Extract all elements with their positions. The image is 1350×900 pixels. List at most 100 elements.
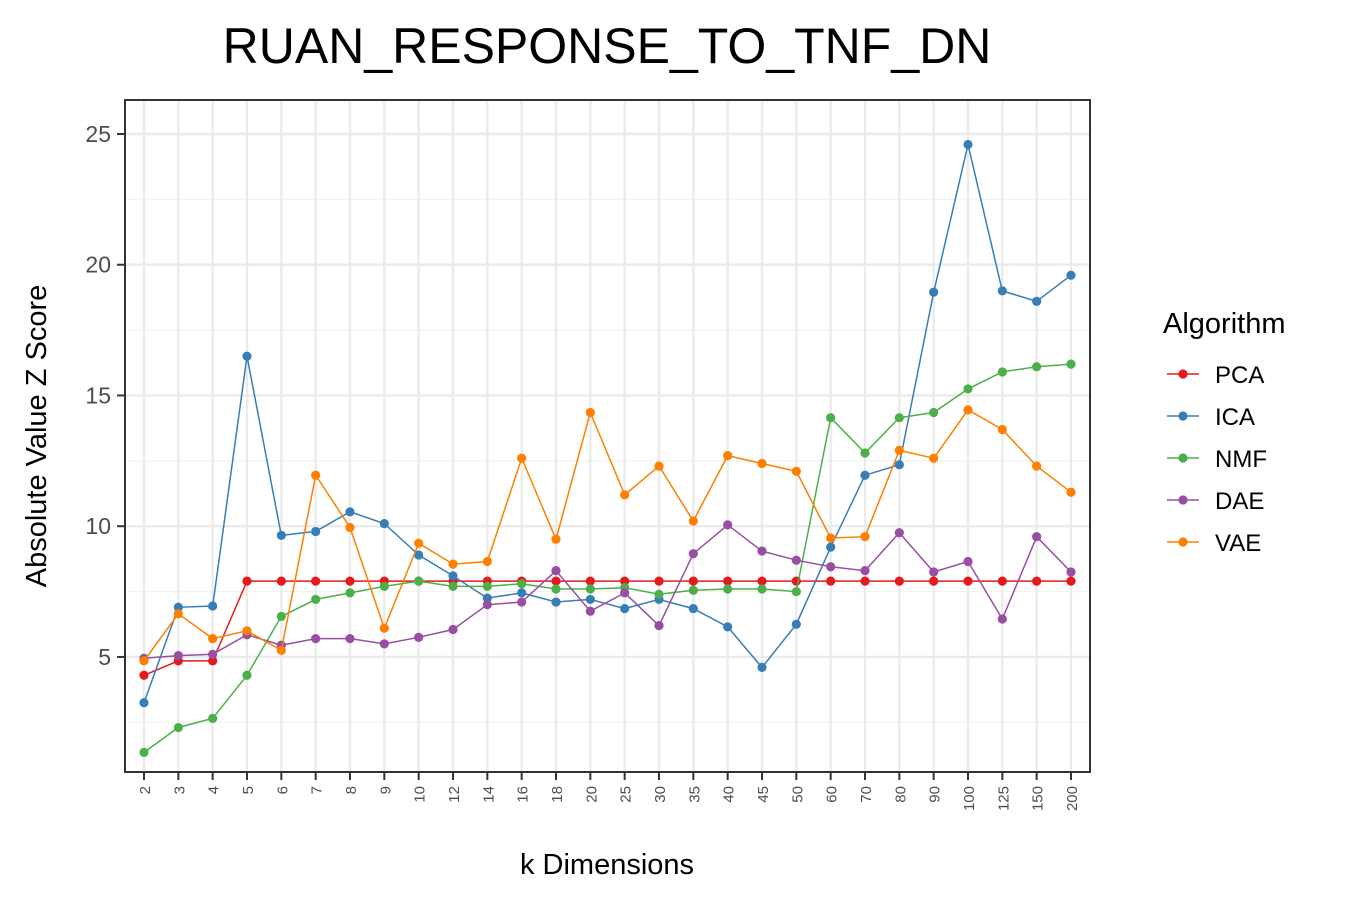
x-tick-label: 16 [515, 786, 532, 803]
x-tick-label: 12 [446, 786, 463, 803]
data-point-nmf [654, 589, 664, 599]
data-point-ica [1066, 270, 1076, 280]
data-point-ica [482, 593, 492, 603]
x-tick-label: 45 [755, 786, 772, 803]
data-point-dae [173, 651, 183, 661]
data-point-pca [963, 576, 973, 586]
data-point-ica [414, 550, 424, 560]
data-point-dae [688, 549, 698, 559]
data-point-pca [654, 576, 664, 586]
data-point-vae [448, 559, 458, 569]
legend-entry-dae: DAE [1215, 488, 1264, 515]
data-point-dae [448, 624, 458, 635]
data-point-vae [276, 645, 286, 656]
x-axis-title: k Dimensions [520, 849, 694, 881]
data-point-ica [791, 619, 801, 629]
data-point-pca [757, 576, 767, 586]
x-tick-label: 8 [343, 786, 360, 794]
data-point-nmf [517, 579, 527, 589]
data-point-vae [997, 424, 1007, 435]
data-point-vae [1066, 487, 1076, 497]
x-tick-label: 20 [583, 786, 600, 803]
plot-panel-border [124, 99, 1091, 773]
data-point-pca [345, 576, 355, 586]
data-point-nmf [379, 581, 389, 591]
data-point-vae [688, 516, 698, 526]
data-point-dae [654, 620, 664, 631]
data-point-nmf [860, 448, 870, 458]
data-point-nmf [173, 722, 183, 733]
series-nmf [139, 359, 1076, 757]
data-point-nmf [791, 586, 801, 597]
data-point-ica [997, 286, 1007, 296]
data-point-vae [139, 656, 149, 666]
data-point-ica [208, 601, 218, 611]
x-tick-label: 200 [1064, 786, 1081, 811]
data-point-nmf [723, 584, 733, 594]
data-point-nmf [1032, 362, 1042, 372]
data-point-vae [757, 458, 767, 469]
x-tick-label: 4 [206, 786, 223, 794]
data-point-vae [654, 461, 664, 471]
data-point-ica [173, 602, 183, 612]
series-layer [139, 139, 1076, 757]
data-point-dae [894, 528, 904, 538]
data-point-pca [1066, 576, 1076, 586]
data-point-ica [894, 460, 904, 470]
data-point-ica [242, 351, 252, 361]
x-tick-label: 90 [927, 786, 944, 803]
series-line-vae [143, 408, 1072, 662]
data-point-vae [242, 626, 252, 636]
data-point-nmf [276, 611, 286, 622]
series-vae [139, 405, 1076, 666]
legend-key-point [1178, 495, 1188, 505]
data-point-pca [1032, 576, 1042, 586]
data-point-nmf [929, 407, 939, 418]
data-point-dae [379, 639, 389, 649]
data-point-pca [551, 576, 561, 586]
data-point-vae [208, 634, 218, 644]
data-point-dae [1066, 567, 1076, 577]
data-point-vae [929, 453, 939, 463]
y-tick-label: 20 [85, 252, 111, 278]
data-point-nmf [997, 367, 1007, 377]
data-point-vae [620, 490, 630, 500]
x-tick-label: 80 [892, 786, 909, 803]
data-point-ica [860, 470, 870, 480]
data-point-vae [860, 532, 870, 542]
legend-title: Algorithm [1163, 308, 1286, 340]
y-axis-title: Absolute Value Z Score [21, 285, 53, 588]
data-point-vae [826, 533, 836, 543]
data-point-ica [723, 622, 733, 632]
x-tick-label: 150 [1030, 786, 1047, 811]
data-point-vae [1032, 461, 1042, 471]
data-point-nmf [139, 747, 149, 757]
x-tick-label: 3 [171, 786, 188, 794]
x-tick-label: 6 [274, 786, 291, 794]
data-point-ica [311, 526, 321, 537]
data-point-ica [448, 571, 458, 581]
series-dae [139, 520, 1076, 663]
data-point-ica [345, 507, 355, 517]
data-point-nmf [311, 594, 321, 605]
data-point-dae [414, 632, 424, 642]
legend-entry-vae: VAE [1215, 530, 1261, 557]
data-point-pca [894, 576, 904, 586]
data-point-nmf [448, 581, 458, 591]
x-tick-label: 25 [618, 786, 635, 803]
data-point-dae [826, 562, 836, 572]
data-point-pca [242, 576, 252, 586]
data-point-pca [723, 576, 733, 586]
data-point-nmf [688, 585, 698, 595]
data-point-ica [551, 597, 561, 607]
y-tick-label: 5 [98, 644, 111, 670]
legend-key-point [1178, 369, 1188, 379]
data-point-ica [620, 603, 630, 614]
series-ica [139, 139, 1076, 708]
x-tick-label: 10 [412, 786, 429, 803]
data-point-ica [757, 662, 767, 673]
legend-entry-pca: PCA [1215, 362, 1264, 389]
data-point-dae [963, 556, 973, 567]
series-line-nmf [143, 363, 1072, 754]
